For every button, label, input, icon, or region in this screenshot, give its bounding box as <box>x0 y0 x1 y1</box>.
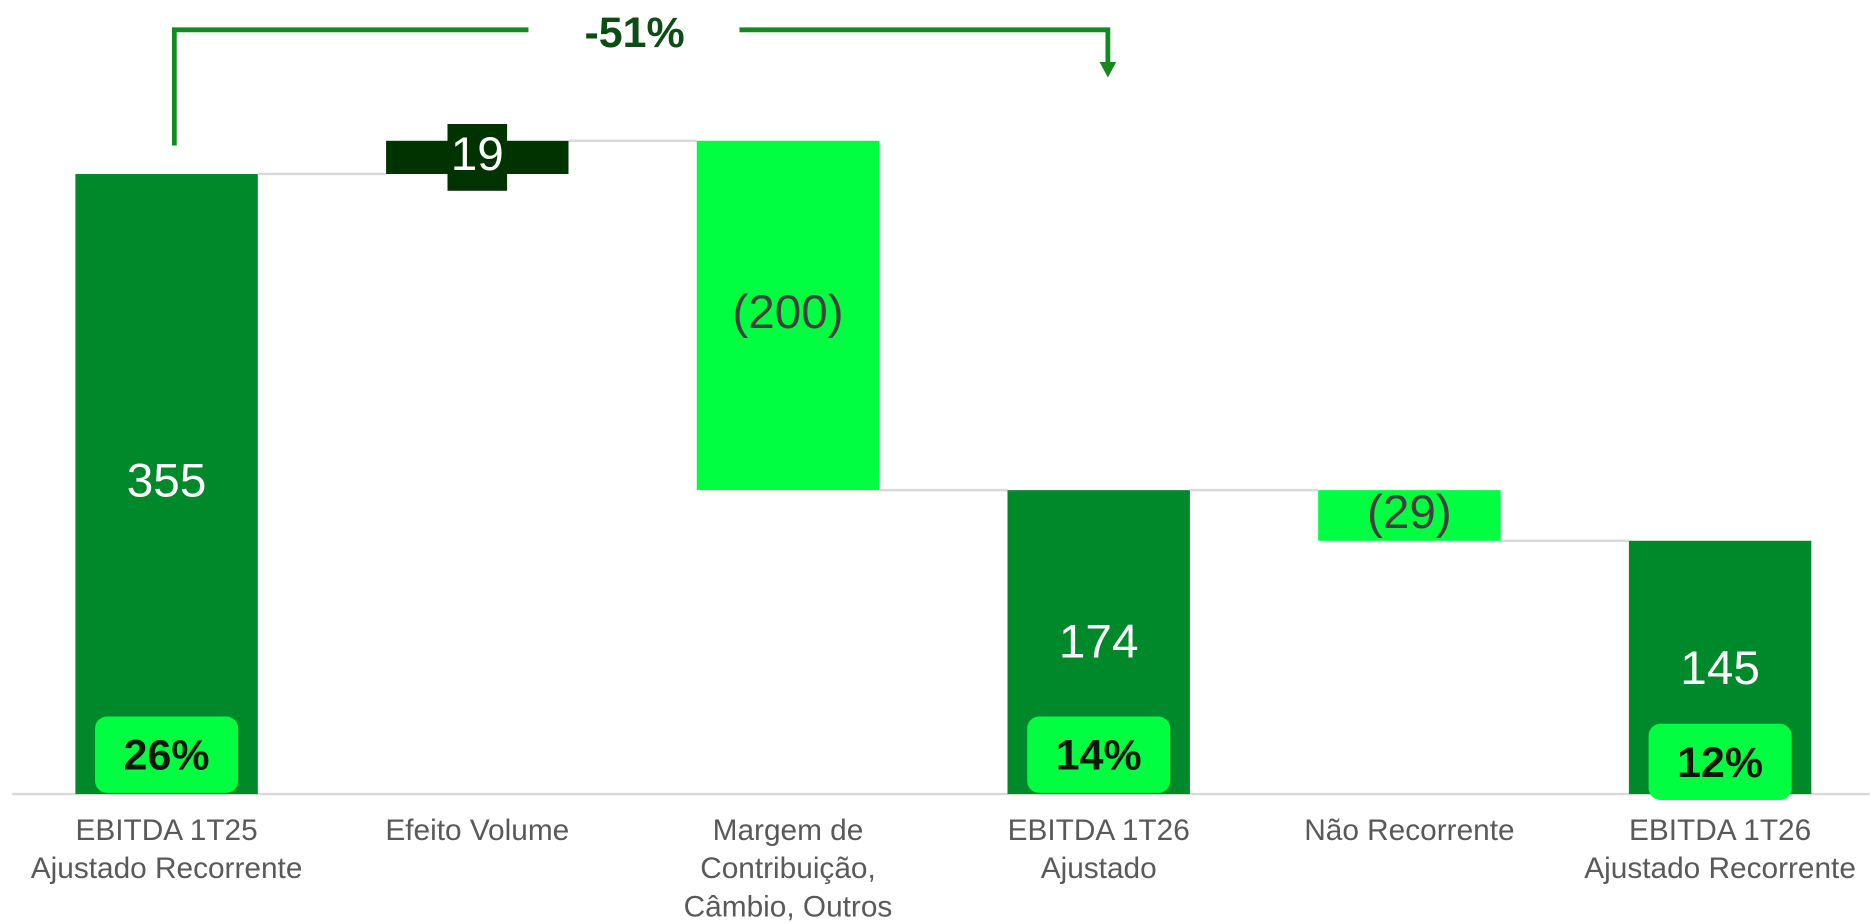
annotation-bracket <box>171 27 1111 146</box>
x-tick-label: EBITDA 1T26 <box>1008 814 1190 847</box>
x-tick-label: Ajustado Recorrente <box>31 852 303 885</box>
margin-badge <box>95 716 239 793</box>
value-label: (200) <box>732 286 843 339</box>
arrow-head <box>1099 61 1117 78</box>
value-label: 145 <box>1680 642 1760 695</box>
margin-badge <box>1027 716 1171 793</box>
margin-label: 26% <box>124 732 210 780</box>
bar <box>75 173 258 795</box>
annotation-label: -51% <box>584 9 684 57</box>
x-tick-label: Ajustado Recorrente <box>1584 852 1856 885</box>
x-tick-label: EBITDA 1T25 <box>76 814 258 847</box>
margin-badge <box>1648 723 1792 801</box>
value-label: 355 <box>127 455 207 508</box>
x-tick-label: Ajustado <box>1041 852 1157 885</box>
x-tick-label: Não Recorrente <box>1304 814 1514 847</box>
value-label: 174 <box>1059 616 1139 669</box>
bar <box>696 140 880 491</box>
value-label: (29) <box>1367 486 1452 539</box>
x-tick-label: Câmbio, Outros <box>684 890 893 923</box>
bracket-left <box>171 27 529 146</box>
value-label: 19 <box>451 128 504 181</box>
x-tick-label: Efeito Volume <box>385 814 569 847</box>
x-tick-label: Contribuição, <box>700 852 876 885</box>
x-tick-label: Margem de <box>713 814 864 847</box>
margin-label: 14% <box>1056 732 1142 780</box>
margin-label: 12% <box>1677 739 1763 787</box>
bar <box>1318 490 1501 541</box>
bracket-right <box>739 27 1111 65</box>
x-tick-label: EBITDA 1T26 <box>1629 814 1811 847</box>
value-label-bg <box>447 124 508 191</box>
